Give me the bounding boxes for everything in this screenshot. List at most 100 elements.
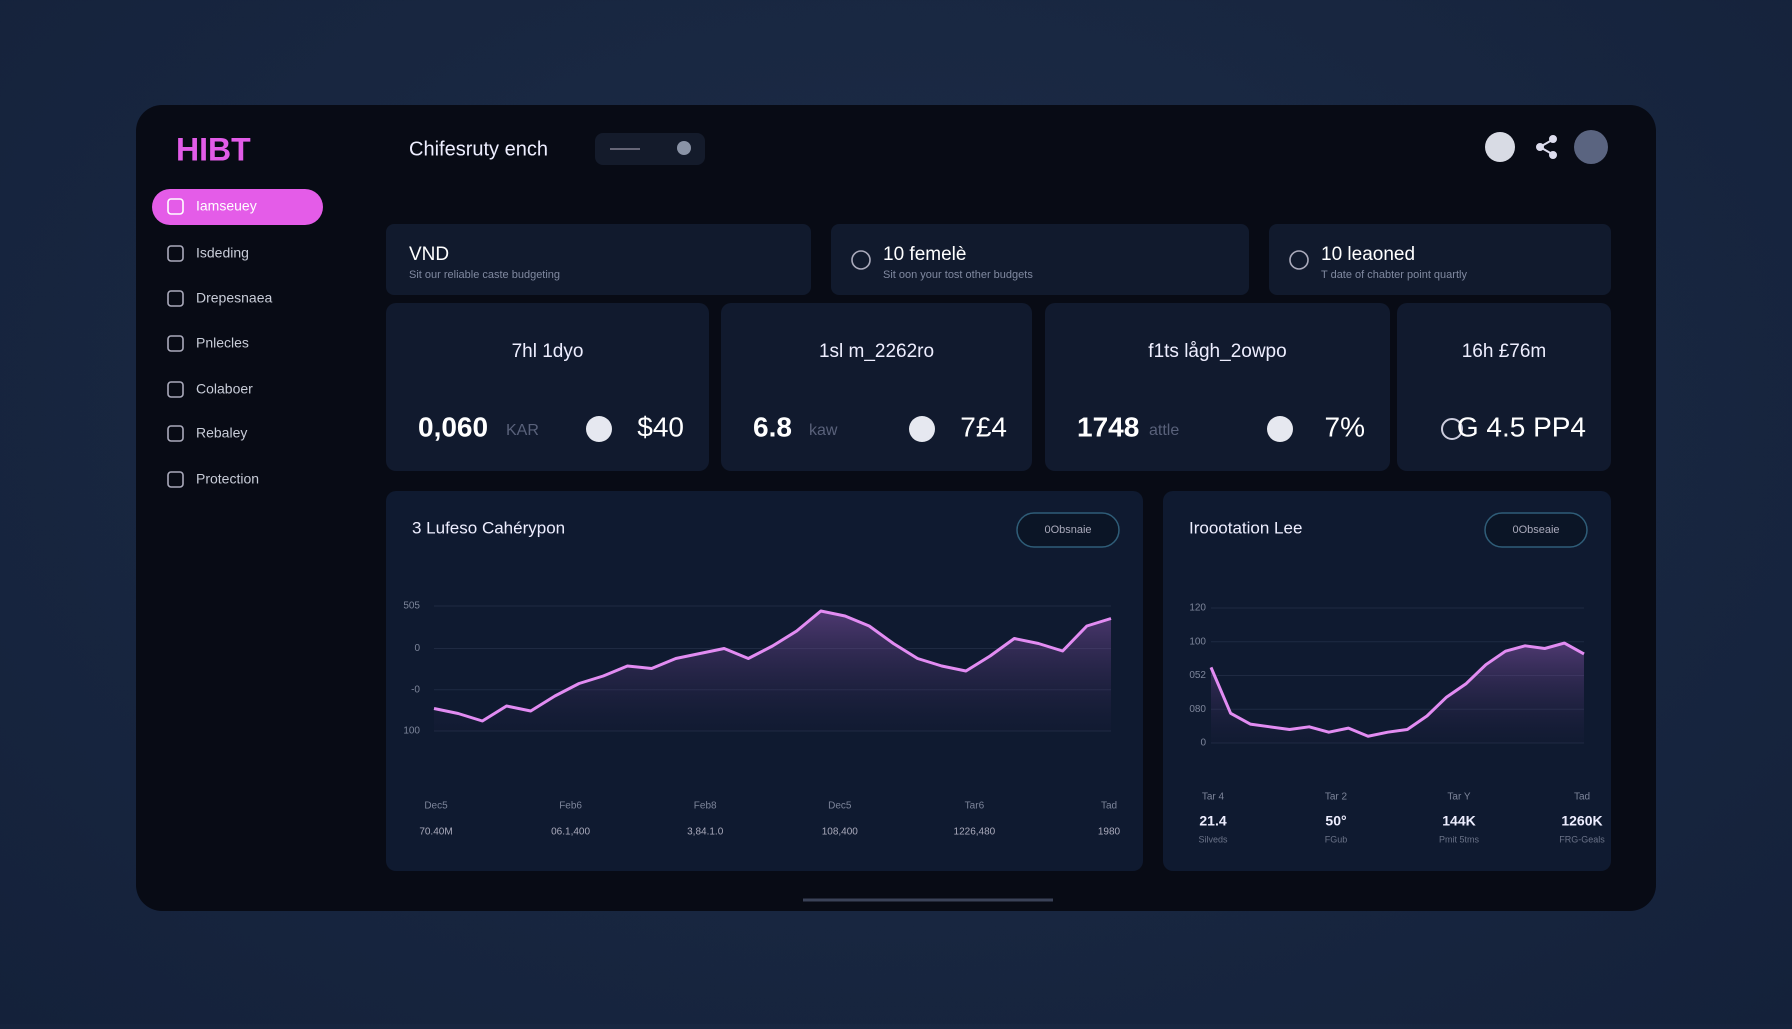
- x-label: Feb8: [694, 801, 717, 812]
- y-tick-label: 120: [1189, 603, 1206, 614]
- card-subtitle: Sit oon your tost other budgets: [883, 269, 1033, 281]
- share-icon[interactable]: [1536, 135, 1557, 159]
- chart-button[interactable]: [1484, 512, 1588, 548]
- logo: HIBT: [176, 131, 251, 167]
- x-value: 70.40M: [419, 827, 452, 838]
- stat-icon: [1267, 416, 1293, 442]
- stat-icon: [586, 416, 612, 442]
- stat-unit: attle: [1149, 422, 1179, 439]
- y-tick-label: 505: [403, 601, 420, 612]
- area: [434, 611, 1111, 731]
- stat-card: [1397, 303, 1611, 471]
- x-label: Tar6: [965, 801, 985, 812]
- card-icon: [1289, 250, 1309, 270]
- card-title: 10 leaoned: [1321, 244, 1415, 265]
- stat-card: [386, 303, 709, 471]
- card-icon: [851, 250, 871, 270]
- stat-value-2: 7£4: [960, 411, 1007, 442]
- stat-value-2: 7%: [1325, 411, 1365, 442]
- chart-card: [1163, 491, 1611, 871]
- x-value: 108,400: [822, 827, 859, 838]
- x-label: Tar 4: [1202, 792, 1225, 803]
- x-value: 50°: [1325, 813, 1346, 829]
- stat-unit: KAR: [506, 422, 539, 439]
- y-tick-label: 100: [1189, 636, 1206, 647]
- y-tick-label: 0: [414, 643, 420, 654]
- x-label: Tar 2: [1325, 792, 1348, 803]
- stat-label: 7hl 1dyo: [512, 341, 584, 362]
- x-label: Dec5: [828, 801, 852, 812]
- stat-value-2: G 4.5 PP4: [1457, 411, 1586, 442]
- nav-item[interactable]: Drepesnaea: [196, 290, 272, 306]
- stat-unit: kaw: [809, 422, 838, 439]
- x-label: Feb6: [559, 801, 582, 812]
- stat-label: 1sl m_2262ro: [819, 341, 934, 362]
- stat-label: f1ts lågh_2owpo: [1148, 341, 1286, 362]
- nav-icon: [167, 471, 184, 488]
- area: [1211, 643, 1584, 743]
- x-value: 3,84.1.0: [687, 827, 724, 838]
- nav-icon: [167, 245, 184, 262]
- stat-value: 0,060: [418, 411, 488, 442]
- y-tick-label: 100: [403, 726, 420, 737]
- stat-card: [721, 303, 1032, 471]
- chart-button[interactable]: [1016, 512, 1120, 548]
- nav-item[interactable]: Protection: [196, 471, 259, 487]
- nav-icon: [167, 381, 184, 398]
- card-title: 10 femelè: [883, 244, 966, 265]
- card-subtitle: T date of chabter point quartly: [1321, 269, 1467, 281]
- stat-icon: [1441, 418, 1463, 440]
- stat-value-2: $40: [637, 411, 684, 442]
- info-card: [831, 224, 1249, 295]
- x-value: 06.1,400: [551, 827, 590, 838]
- nav-item[interactable]: Iamseuey: [196, 198, 257, 214]
- header-title: Chifesruty ench: [409, 138, 548, 160]
- x-label: Tar Y: [1447, 792, 1470, 803]
- chart-title: 3 Lufeso Cahérypon: [412, 518, 565, 537]
- info-card: [1269, 224, 1611, 295]
- y-tick-label: 0: [1200, 738, 1206, 749]
- stat-card: [1045, 303, 1390, 471]
- nav-item[interactable]: Pnlecles: [196, 335, 249, 351]
- nav-icon: [167, 425, 184, 442]
- x-sub: Silveds: [1198, 834, 1228, 844]
- x-sub: FRG-Geals: [1559, 834, 1605, 844]
- x-sub: Pmit 5tms: [1439, 834, 1480, 844]
- stat-value: 1748: [1077, 411, 1139, 442]
- search[interactable]: [595, 133, 705, 165]
- y-tick-label: -0: [411, 684, 420, 695]
- nav-icon: [167, 198, 184, 215]
- stat-icon: [909, 416, 935, 442]
- y-tick-label: 080: [1189, 704, 1206, 715]
- nav-icon: [167, 290, 184, 307]
- line: [433, 609, 1112, 723]
- x-label: Tad: [1101, 801, 1117, 812]
- line: [1209, 641, 1585, 738]
- x-label: Dec5: [424, 801, 448, 812]
- x-value: 1226,480: [954, 827, 996, 838]
- card-subtitle: Sit our reliable caste budgeting: [409, 269, 560, 281]
- stat-label: 16h £76m: [1462, 341, 1547, 362]
- nav-item[interactable]: Colaboer: [196, 381, 253, 397]
- x-label: Tad: [1574, 792, 1590, 803]
- nav-item[interactable]: Rebaley: [196, 425, 247, 441]
- nav-item[interactable]: Isdeding: [196, 245, 249, 261]
- info-card: [386, 224, 811, 295]
- stat-value: 6.8: [753, 411, 792, 442]
- chart-button-label[interactable]: 0Obsnaie: [1044, 524, 1091, 536]
- x-sub: FGub: [1325, 834, 1348, 844]
- user-icon[interactable]: [1485, 132, 1515, 162]
- x-value: 1980: [1098, 827, 1121, 838]
- card-title: VND: [409, 244, 449, 265]
- y-tick-label: 052: [1189, 670, 1206, 681]
- x-value: 144K: [1442, 813, 1475, 829]
- chart-button-label[interactable]: 0Obseaie: [1512, 524, 1559, 536]
- x-value: 21.4: [1199, 813, 1226, 829]
- nav-active[interactable]: [152, 189, 323, 225]
- avatar[interactable]: [1574, 130, 1608, 164]
- x-value: 1260K: [1561, 813, 1602, 829]
- chart-title: Iroootation Lee: [1189, 518, 1302, 537]
- nav-icon: [167, 335, 184, 352]
